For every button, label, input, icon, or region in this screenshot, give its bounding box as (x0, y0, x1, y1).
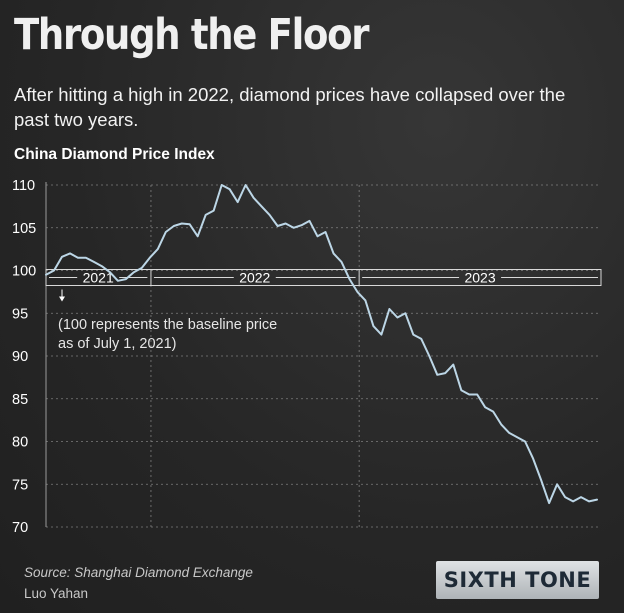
y-tick-label: 90 (12, 349, 28, 365)
baseline-annotation: (100 represents the baseline price as of … (58, 289, 277, 352)
annotation-text: (100 represents the baseline price (58, 317, 277, 333)
y-tick-label: 95 (12, 306, 28, 322)
year-label: 2023 (464, 270, 495, 286)
y-tick-label: 110 (12, 178, 35, 194)
source-note: Source: Shanghai Diamond Exchange (24, 565, 253, 580)
y-tick-label: 75 (12, 477, 28, 493)
year-label: 2022 (239, 270, 270, 286)
grid-layer (45, 182, 601, 528)
annotation-arrowhead (59, 296, 65, 302)
page-title: Through the Floor (14, 10, 370, 60)
chart-title: China Diamond Price Index (14, 146, 215, 163)
y-tick-label: 80 (12, 435, 28, 451)
series-layer (45, 184, 598, 505)
y-tick-label: 70 (12, 520, 28, 536)
year-label: 2021 (83, 270, 114, 286)
author-credit: Luo Yahan (24, 586, 89, 601)
y-axis-ticks: 70 75 80 85 90 95 100 105 110 (12, 178, 36, 536)
brand-logo-text: SIXTH TONE (443, 568, 592, 592)
annotation-text: as of July 1, 2021) (58, 336, 177, 352)
brand-logo: SIXTH TONE (436, 561, 599, 599)
year-band-frame (45, 269, 602, 286)
page-subtitle: After hitting a high in 2022, diamond pr… (14, 84, 566, 130)
y-tick-label: 105 (12, 221, 36, 237)
price-index-line (45, 184, 598, 505)
y-tick-label: 100 (12, 264, 36, 280)
y-tick-label: 85 (12, 392, 28, 408)
year-band: 2021 2022 2023 (45, 269, 602, 286)
